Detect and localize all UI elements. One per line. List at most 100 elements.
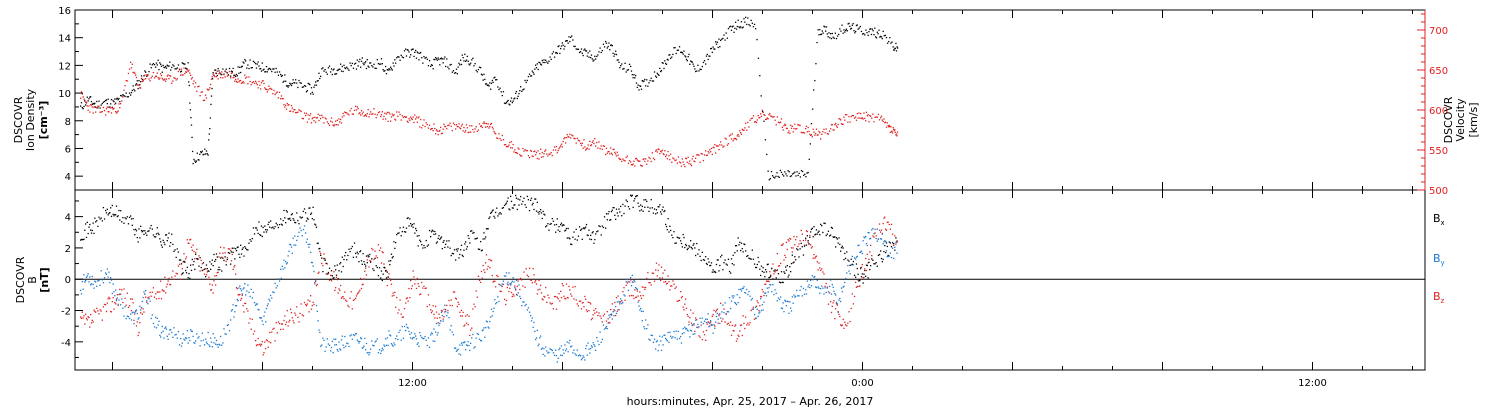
by-point [701,317,703,319]
bx-point [362,253,364,255]
bz-point [390,283,393,285]
velocity-point [608,151,610,153]
velocity-point [509,141,511,144]
by-point [192,335,194,338]
bx-point [835,237,838,239]
bx-point [223,259,225,262]
bz-point [491,274,493,277]
density-point [564,45,566,48]
by-point [605,327,607,329]
by-point [509,283,511,285]
bx-point [853,274,856,276]
bz-point [736,338,738,340]
density-point [635,74,637,77]
bz-point [748,324,750,326]
by-point [798,295,800,297]
by-point [292,237,294,239]
density-point [590,56,592,59]
density-point [538,61,540,64]
bx-point [640,209,643,211]
by-point [857,244,859,247]
density-point [631,74,633,76]
by-point [555,349,557,351]
bz-point [355,297,357,299]
bz-point [110,310,112,313]
bz-point [84,323,86,325]
bx-point [117,215,119,217]
bx-point [553,224,556,226]
density-point [477,68,480,71]
density-point [171,66,173,69]
bz-point [86,319,88,321]
bx-point [276,224,278,226]
bx-point [810,231,812,233]
by-point [408,330,410,333]
by-point [662,344,664,346]
velocity-point [656,151,658,153]
bz-point [616,310,618,312]
density-point [596,55,598,58]
by-point [649,339,651,341]
density-point [319,77,321,80]
density-point [261,62,263,64]
by-point [638,305,640,307]
density-point [846,30,848,32]
velocity-point [134,72,136,75]
velocity-point [219,72,221,74]
bz-point [313,303,315,306]
density-point [396,57,398,59]
density-point [365,67,368,70]
density-point [406,49,408,51]
by-point [875,237,877,240]
density-point [286,85,288,87]
bz-point [635,296,638,298]
bz-point [666,282,668,285]
by-point [498,300,500,303]
bx-point [283,209,285,212]
density-point [550,58,552,61]
density-point [557,45,559,48]
bz-point [705,329,708,332]
velocity-point [114,103,116,105]
bx-point [230,251,233,253]
density-point [623,67,625,70]
bz-point [756,300,758,302]
velocity-point [610,152,613,154]
by-point [737,301,739,304]
density-point [598,51,600,53]
bz-point [149,291,151,294]
velocity-point [794,123,796,125]
density-point [140,81,142,83]
bz-point [524,286,526,288]
bx-point [91,229,93,232]
velocity-point [433,123,435,125]
bz-point [537,289,539,291]
by-point [296,239,298,242]
by-point [355,333,358,335]
bz-point [846,325,848,327]
velocity-point [721,144,723,146]
bz-point [864,268,866,270]
by-point [485,326,487,329]
bx-point [691,248,693,250]
velocity-point [80,97,82,99]
bx-point [251,237,253,240]
density-point [460,63,463,66]
velocity-point [484,122,486,125]
bx-point [390,253,393,255]
bx-point [806,235,808,237]
by-point [205,341,208,343]
bx-point [540,212,543,214]
by-point [453,347,456,349]
by-point [125,317,127,320]
velocity-point [613,148,615,150]
density-point [825,26,828,28]
velocity-point [277,97,280,99]
velocity-point [473,131,475,133]
by-point [234,311,236,313]
by-point [713,324,715,326]
bx-point [232,251,234,253]
velocity-point [205,94,207,96]
density-point [615,53,618,56]
bz-point [511,295,513,298]
